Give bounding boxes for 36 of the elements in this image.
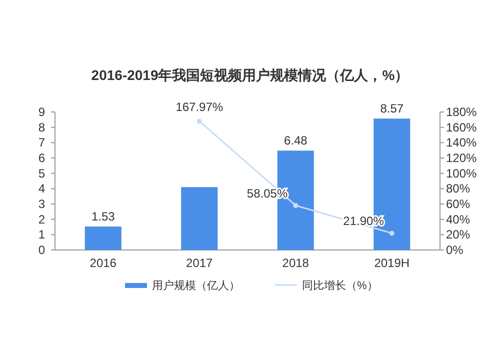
bar [181, 187, 218, 250]
y2-tick-label: 40% [446, 212, 470, 226]
y2-tick-label: 140% [446, 136, 478, 150]
y-tick-label: 7 [38, 136, 46, 150]
data-label: 1.53 [91, 210, 116, 224]
y2-tick-label: 80% [446, 182, 470, 196]
y2-tick-label: 120% [446, 151, 478, 165]
legend-label: 用户规模（亿人） [152, 279, 240, 292]
legend-label: 同比增长（%） [302, 279, 378, 292]
point [196, 118, 202, 124]
x-tick-label: 2016 [90, 256, 117, 270]
y-tick-label: 1 [38, 228, 46, 242]
x-tick-label: 2017 [186, 256, 214, 270]
y2-tick-label: 100% [446, 166, 478, 180]
y2-tick-label: 20% [446, 228, 470, 242]
bar [84, 226, 122, 250]
point [389, 230, 394, 236]
y-tick-label: 2 [38, 212, 46, 226]
y-tick-label: 0 [38, 243, 46, 257]
y-tick-label: 9 [38, 105, 46, 119]
y-tick-label: 8 [38, 120, 46, 134]
x-tick-label: 2018 [282, 256, 310, 270]
y2-tick-label: 0% [446, 243, 464, 257]
y2-tick-label: 60% [446, 197, 470, 211]
data-label: 6.48 [284, 134, 308, 148]
y-tick-label: 4 [38, 182, 46, 196]
y-tick-label: 6 [38, 151, 46, 165]
point [293, 202, 298, 208]
y-tick-label: 3 [38, 197, 46, 211]
data-label: 8.57 [380, 102, 404, 116]
y2-tick-label: 160% [446, 120, 478, 134]
y-tick-label: 5 [38, 166, 46, 180]
data-label: 167.97% [176, 100, 224, 114]
y2-tick-label: 180% [446, 105, 478, 119]
chart-title: 2016-2019年我国短视频用户规模情况（亿人，%） [91, 67, 409, 83]
x-tick-label: 2019H [374, 256, 410, 270]
